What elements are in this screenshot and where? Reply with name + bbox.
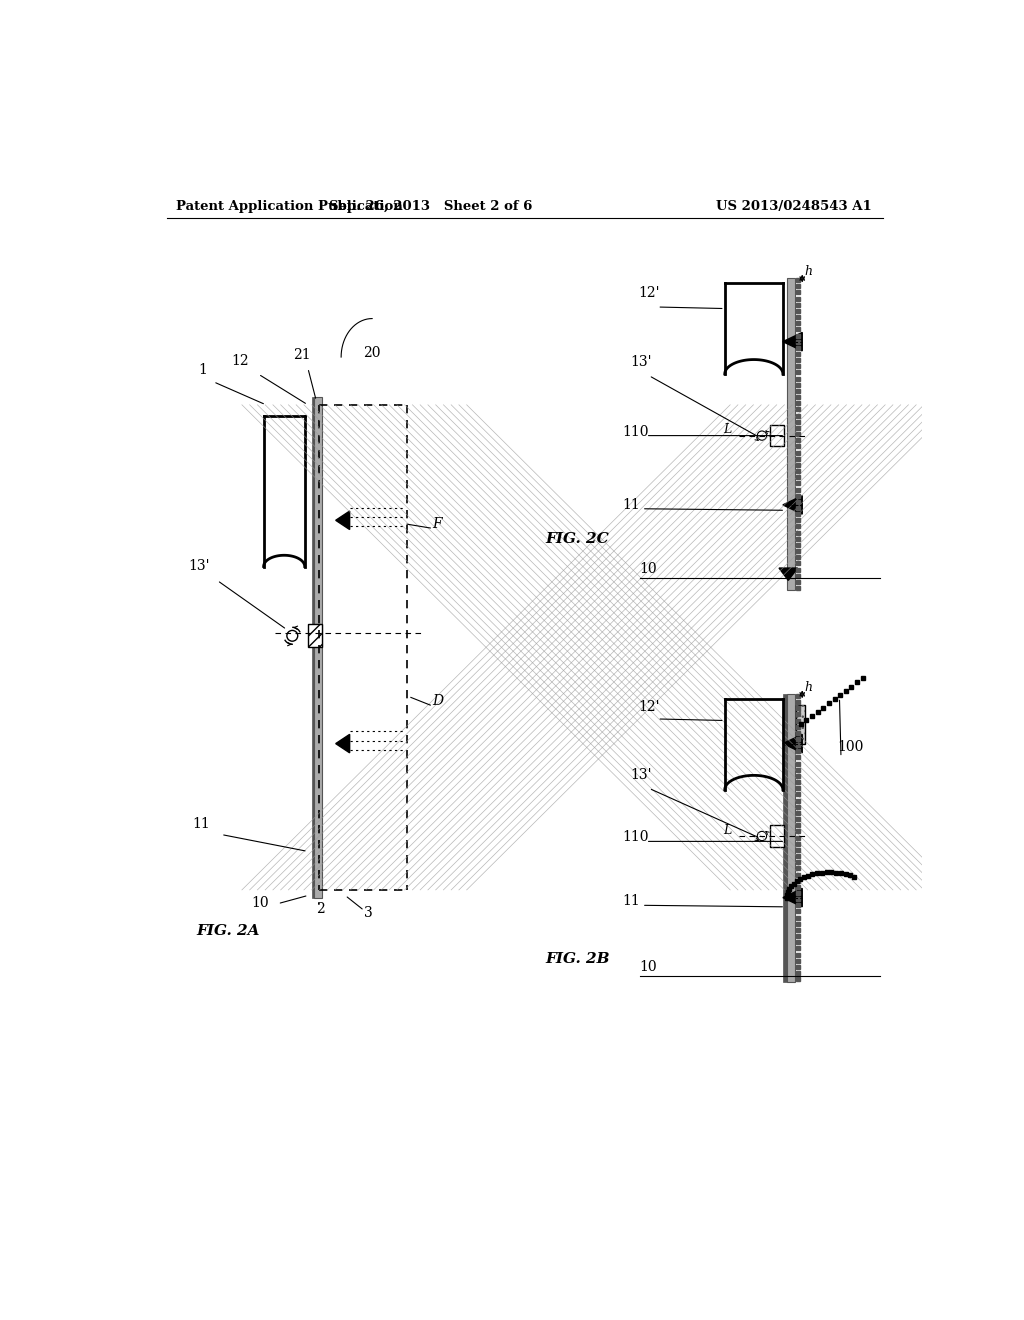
Bar [311, 397, 314, 898]
Circle shape [287, 631, 298, 642]
Bar [308, 624, 322, 647]
Circle shape [758, 432, 767, 441]
Text: 100: 100 [838, 741, 863, 754]
Text: Sep. 26, 2013   Sheet 2 of 6: Sep. 26, 2013 Sheet 2 of 6 [329, 199, 531, 213]
Text: FIG. 2B: FIG. 2B [545, 952, 609, 966]
Polygon shape [783, 888, 802, 907]
Polygon shape [783, 333, 802, 351]
Text: 12': 12' [638, 700, 659, 714]
Bar [786, 277, 795, 590]
Polygon shape [779, 568, 798, 581]
Text: 11: 11 [623, 895, 640, 908]
Text: 10: 10 [251, 896, 268, 909]
Circle shape [758, 832, 767, 841]
Text: 10: 10 [640, 960, 657, 974]
Text: 21: 21 [294, 347, 311, 362]
Text: F: F [432, 517, 442, 531]
Text: 12': 12' [638, 286, 659, 300]
Bar [796, 705, 805, 743]
Text: 13': 13' [188, 560, 210, 573]
Polygon shape [783, 734, 802, 752]
Polygon shape [336, 511, 349, 529]
Polygon shape [336, 734, 349, 752]
Bar [308, 624, 322, 647]
Bar [770, 825, 783, 847]
Text: L: L [723, 824, 731, 837]
Polygon shape [783, 496, 802, 515]
Bar [770, 425, 783, 446]
Bar [783, 693, 786, 982]
Text: 13': 13' [630, 355, 651, 370]
Bar [796, 705, 805, 743]
Text: US 2013/0248543 A1: US 2013/0248543 A1 [716, 199, 872, 213]
Text: 1: 1 [198, 363, 207, 378]
Text: 11: 11 [623, 498, 640, 512]
Text: 12: 12 [231, 354, 249, 368]
Text: 11: 11 [193, 817, 211, 832]
Text: FIG. 2C: FIG. 2C [545, 532, 608, 546]
Text: 10: 10 [640, 562, 657, 576]
Text: 110: 110 [623, 830, 649, 845]
Text: h: h [805, 681, 813, 694]
Text: Patent Application Publication: Patent Application Publication [176, 199, 402, 213]
Text: D: D [432, 694, 443, 708]
Text: 2: 2 [315, 902, 325, 916]
Text: FIG. 2A: FIG. 2A [197, 924, 260, 937]
Text: 110: 110 [623, 425, 649, 438]
Text: 3: 3 [364, 906, 373, 920]
Bar [314, 397, 322, 898]
Text: L: L [723, 424, 731, 437]
Text: 20: 20 [364, 346, 381, 360]
Bar [786, 693, 795, 982]
Text: h: h [805, 265, 813, 279]
Text: 13': 13' [630, 768, 651, 781]
